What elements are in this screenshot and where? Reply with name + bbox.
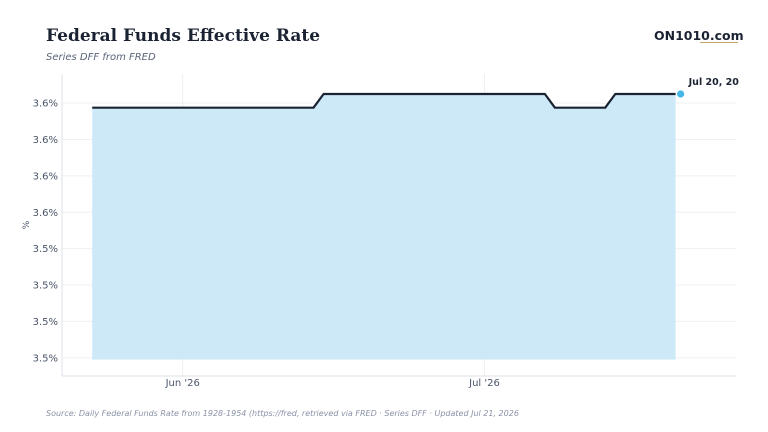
- axes: [61, 74, 736, 377]
- end-point-marker[interactable]: [677, 90, 685, 98]
- chart-subtitle: Series DFF from FRED: [46, 52, 156, 63]
- brand-underline: [700, 42, 738, 43]
- area-fill: [92, 94, 676, 360]
- series-line: [92, 92, 676, 109]
- y-tick-label: 3.6%: [33, 208, 58, 219]
- x-tick-label: Jun '26: [165, 378, 200, 389]
- y-axis-title: %: [22, 220, 32, 229]
- y-tick-label: 3.6%: [33, 99, 58, 110]
- y-tick-label: 3.5%: [33, 317, 58, 328]
- tick-labels: 3.5% 3.5% 3.5% 3.5% 3.6% 3.6% 3.6% 3.6% Jun '26 J…: [33, 99, 500, 389]
- chart-title: Federal Funds Effective Rate: [46, 26, 321, 46]
- brand-logo[interactable]: ON1010.com: [654, 28, 744, 43]
- end-point-label: Jul 20, 20: [688, 77, 740, 88]
- y-tick-label: 3.6%: [33, 171, 58, 182]
- y-tick-label: 3.5%: [33, 244, 58, 255]
- y-tick-label: 3.5%: [33, 353, 58, 364]
- y-tick-label: 3.5%: [33, 281, 58, 292]
- x-tick-label: Jul '26: [468, 378, 500, 389]
- source-note: Source: Daily Federal Funds Rate from 19…: [46, 409, 519, 418]
- y-tick-label: 3.6%: [33, 135, 58, 146]
